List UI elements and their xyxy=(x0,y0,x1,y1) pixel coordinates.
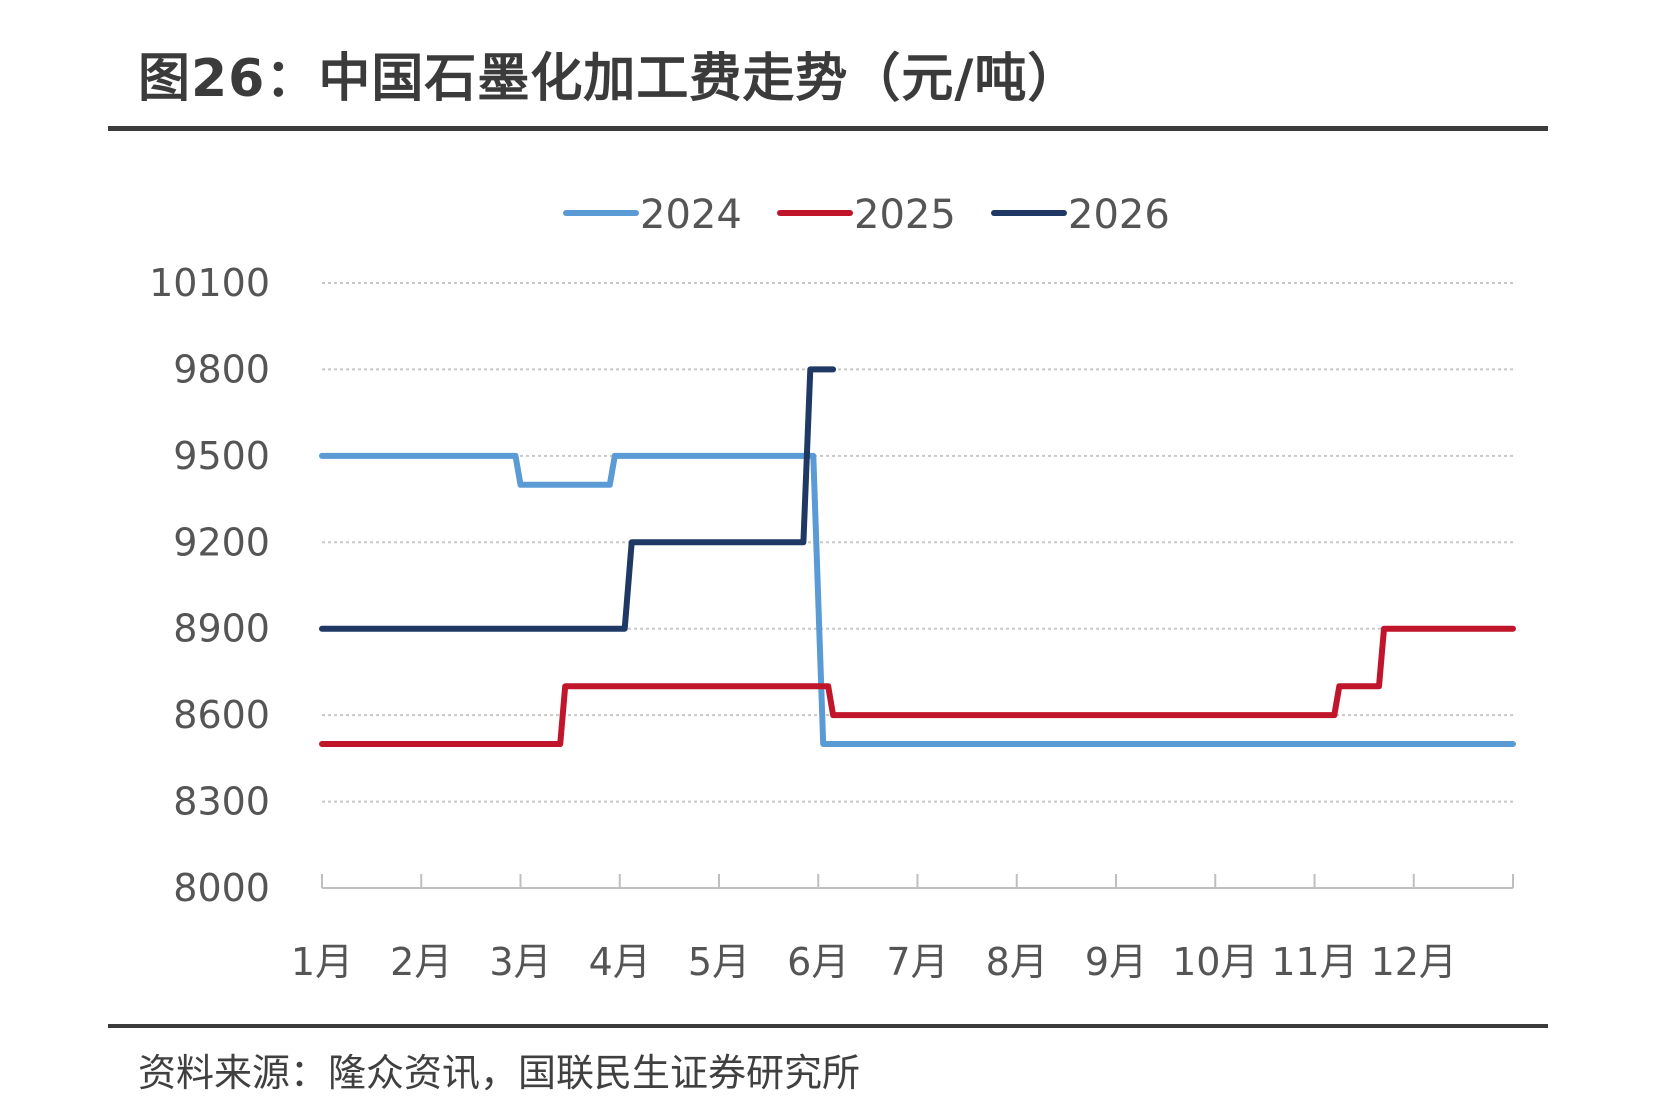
x-tick-label: 9月 xyxy=(1085,940,1147,984)
x-axis xyxy=(321,874,1514,889)
y-tick-label: 8600 xyxy=(173,693,270,737)
x-tick-label: 1月 xyxy=(291,940,353,984)
y-tick-label: 10100 xyxy=(149,261,270,305)
x-tick-label: 2月 xyxy=(390,940,452,984)
series-line-2025 xyxy=(319,625,1516,747)
bottom-divider xyxy=(108,1024,1548,1028)
y-tick-label: 8900 xyxy=(173,607,270,651)
legend-label: 2026 xyxy=(1068,192,1170,238)
x-tick-label: 8月 xyxy=(986,940,1048,984)
y-tick-label: 9800 xyxy=(173,347,270,391)
figure-title: 图26：中国石墨化加工费走势（元/吨） xyxy=(138,49,1081,109)
x-tick-label: 12月 xyxy=(1371,940,1457,984)
x-tick-label: 5月 xyxy=(688,940,750,984)
series-line-2024 xyxy=(319,452,1516,747)
y-tick-label: 9200 xyxy=(173,520,270,564)
gridlines xyxy=(322,282,1513,803)
x-axis-tick-labels: 1月 2月 3月 4月 5月 6月 7月 8月 9月 10月 11月 12月 xyxy=(291,940,1457,984)
legend: 2024 2025 2026 xyxy=(563,192,1170,238)
top-divider xyxy=(108,126,1548,131)
legend-label: 2025 xyxy=(854,192,956,238)
series-line-2026 xyxy=(319,366,837,632)
x-tick-label: 6月 xyxy=(787,940,849,984)
x-tick-label: 10月 xyxy=(1172,940,1258,984)
series-lines xyxy=(319,366,1516,747)
x-tick-label: 11月 xyxy=(1271,940,1357,984)
y-axis-tick-labels: 8000 8300 8600 8900 9200 9500 9800 10100 xyxy=(149,261,270,910)
legend-label: 2024 xyxy=(640,192,742,238)
y-tick-label: 8300 xyxy=(173,780,270,824)
y-tick-label: 8000 xyxy=(173,866,270,910)
x-tick-label: 3月 xyxy=(489,940,551,984)
source-note: 资料来源：隆众资讯，国联民生证券研究所 xyxy=(138,1051,861,1095)
x-tick-label: 7月 xyxy=(886,940,948,984)
y-tick-label: 9500 xyxy=(173,434,270,478)
x-tick-label: 4月 xyxy=(589,940,651,984)
